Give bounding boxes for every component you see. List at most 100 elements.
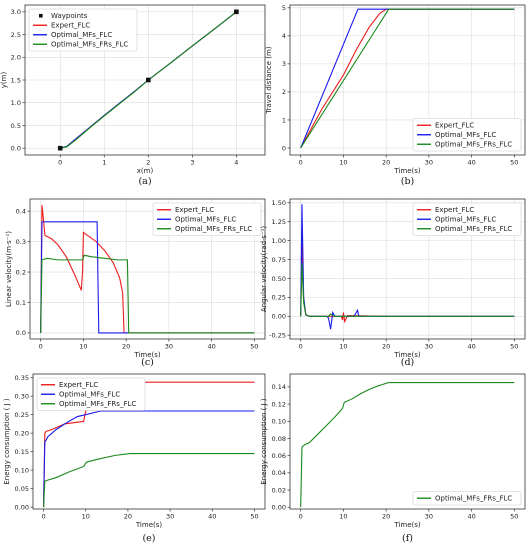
series-line-expert-flc xyxy=(300,8,515,149)
legend-entry-label: Optimal_MFs_FRs_FLC xyxy=(59,400,136,408)
panel-d: 0 10 20 30 40 50 -0.25 0.00 0.25 0.50 0.75 1.00 1.25… xyxy=(260,198,526,368)
y-tick-label: 0.75 xyxy=(272,256,286,264)
x-tick-label: 10 xyxy=(339,343,347,351)
x-tick-label: 3 xyxy=(190,159,194,167)
y-tick-label: 0.05 xyxy=(15,485,29,493)
y-tick-label: 1.00 xyxy=(272,237,286,245)
y-tick-label: 0.0 xyxy=(16,329,26,337)
y-tick-label: 2.0 xyxy=(11,54,21,62)
axes-frame xyxy=(32,373,266,510)
series-line-expert-flc xyxy=(40,205,255,334)
y-tick-label: 1.0 xyxy=(11,99,21,107)
y-tick-label: 0 xyxy=(282,144,286,152)
y-tick-label: 0.12 xyxy=(272,400,286,408)
y-tick-label: 0.3 xyxy=(16,238,26,246)
x-tick-label: 30 xyxy=(425,343,433,351)
x-axis-label: Time(s) xyxy=(393,351,421,359)
y-tick-label: 0.2 xyxy=(16,268,26,276)
x-tick-label: 2 xyxy=(146,159,150,167)
y-tick-label: 0.4 xyxy=(16,207,26,215)
y-axis-label: Energy consumption ( J ) xyxy=(260,398,268,485)
panel-label: (f) xyxy=(402,533,413,544)
axes-frame xyxy=(289,4,526,156)
panel-label: (d) xyxy=(401,357,415,368)
x-axis-label: Time(s) xyxy=(393,167,421,175)
y-tick-label: 0.25 xyxy=(272,294,286,302)
y-axis-label: Angular velocity(rad·s⁻¹) xyxy=(260,226,268,313)
legend-entry-label: Optimal_MFs_FLC xyxy=(175,216,236,224)
x-tick-label: 40 xyxy=(467,343,475,351)
x-tick-label: 0 xyxy=(299,343,303,351)
y-tick-label: -0.25 xyxy=(269,332,286,340)
x-tick-label: 30 xyxy=(425,159,433,167)
series-line-optimal-mfs-flc xyxy=(40,221,255,334)
y-tick-label: 3.0 xyxy=(11,8,21,16)
x-tick-label: 20 xyxy=(124,513,132,521)
legend-entry-label: Optimal_MFs_FLC xyxy=(51,31,112,39)
legend-entry-label: Optimal_MFs_FRs_FLC xyxy=(175,225,252,233)
panel-f: 0 10 20 30 40 50 0.00 0.02 0.04 0.06 0.08 0.10 0.12 0… xyxy=(260,373,526,544)
legend-entry-label: Optimal_MFs_FRs_FLC xyxy=(435,495,512,503)
panel-b: 0 10 20 30 40 50 0 1 2 3 4 5 Time(s) Travel distance … xyxy=(265,4,526,187)
legend-frame xyxy=(412,491,522,506)
series-line-optimal-mfs-frs-flc xyxy=(300,263,515,317)
y-axis-label: Travel distance (m) xyxy=(265,46,273,114)
x-tick-label: 0 xyxy=(58,159,62,167)
x-tick-label: 40 xyxy=(208,513,216,521)
legend-entry-label: Expert_FLC xyxy=(51,22,90,30)
legend-frame xyxy=(152,202,262,236)
panel-label: (c) xyxy=(141,357,154,368)
y-tick-label: 2.5 xyxy=(11,31,21,39)
y-tick-label: 0.20 xyxy=(15,429,29,437)
x-tick-label: 20 xyxy=(382,343,390,351)
x-tick-label: 10 xyxy=(82,513,90,521)
legend-marker-waypoints xyxy=(39,13,43,18)
x-tick-label: 0 xyxy=(39,343,43,351)
x-tick-label: 20 xyxy=(382,159,390,167)
y-tick-label: 0.0 xyxy=(11,144,21,152)
x-axis-label: x(m) xyxy=(137,167,154,175)
legend-frame xyxy=(36,377,146,411)
series-line-optimal-mfs-flc xyxy=(300,204,515,330)
y-tick-label: 0.08 xyxy=(272,435,286,443)
x-tick-label: 0 xyxy=(41,513,45,521)
legend-entry-label: Expert_FLC xyxy=(435,122,474,130)
panel-c: 0 10 20 30 40 50 0.0 0.1 0.2 0.3 0.4 Time(s) Linear … xyxy=(5,198,266,368)
y-tick-label: 0.30 xyxy=(15,392,29,400)
y-tick-label: 0.00 xyxy=(272,504,286,512)
legend-entry-label: Waypoints xyxy=(51,12,88,20)
x-tick-label: 50 xyxy=(250,513,258,521)
x-tick-label: 0 xyxy=(299,513,303,521)
legend: Optimal_MFs_FRs_FLC xyxy=(412,491,522,506)
y-tick-label: 0.02 xyxy=(272,486,286,494)
legend-entry-label: Expert_FLC xyxy=(59,381,98,389)
x-tick-label: 50 xyxy=(510,343,518,351)
series-line-expert-flc xyxy=(300,244,515,324)
x-tick-label: 40 xyxy=(467,159,475,167)
y-tick-label: 0.50 xyxy=(272,275,286,283)
y-tick-label: 1.5 xyxy=(11,76,21,84)
axes-frame xyxy=(289,373,526,510)
y-tick-label: 2 xyxy=(282,88,286,96)
y-tick-label: 0.25 xyxy=(15,411,29,419)
y-tick-label: 0.35 xyxy=(15,374,29,382)
y-tick-label: 0.00 xyxy=(15,503,29,511)
y-tick-label: 0.10 xyxy=(272,418,286,426)
x-tick-label: 10 xyxy=(339,513,347,521)
waypoint-marker xyxy=(234,9,239,15)
legend-frame xyxy=(412,202,522,236)
x-axis-label: Time(s) xyxy=(393,521,421,529)
y-tick-label: 1 xyxy=(282,116,286,124)
x-tick-label: 50 xyxy=(250,343,258,351)
waypoint-marker xyxy=(57,145,63,151)
panel-label: (a) xyxy=(138,176,151,187)
panel-e: 0 10 20 30 40 50 0.00 0.05 0.10 0.15 0.20 0.25 0.30 0… xyxy=(3,373,266,544)
series-line-optimal-mfs-flc xyxy=(43,410,255,508)
x-tick-label: 40 xyxy=(207,343,215,351)
series-line-optimal-mfs-frs-flc xyxy=(43,452,255,508)
y-tick-label: 4 xyxy=(282,32,286,40)
axes-frame xyxy=(289,198,526,340)
legend: Expert_FLC Optimal_MFs_FLCOptimal_MFs_FRs… xyxy=(152,202,262,236)
legend: Expert_FLC Optimal_MFs_FLCOptimal_MFs_FRs… xyxy=(36,377,146,411)
